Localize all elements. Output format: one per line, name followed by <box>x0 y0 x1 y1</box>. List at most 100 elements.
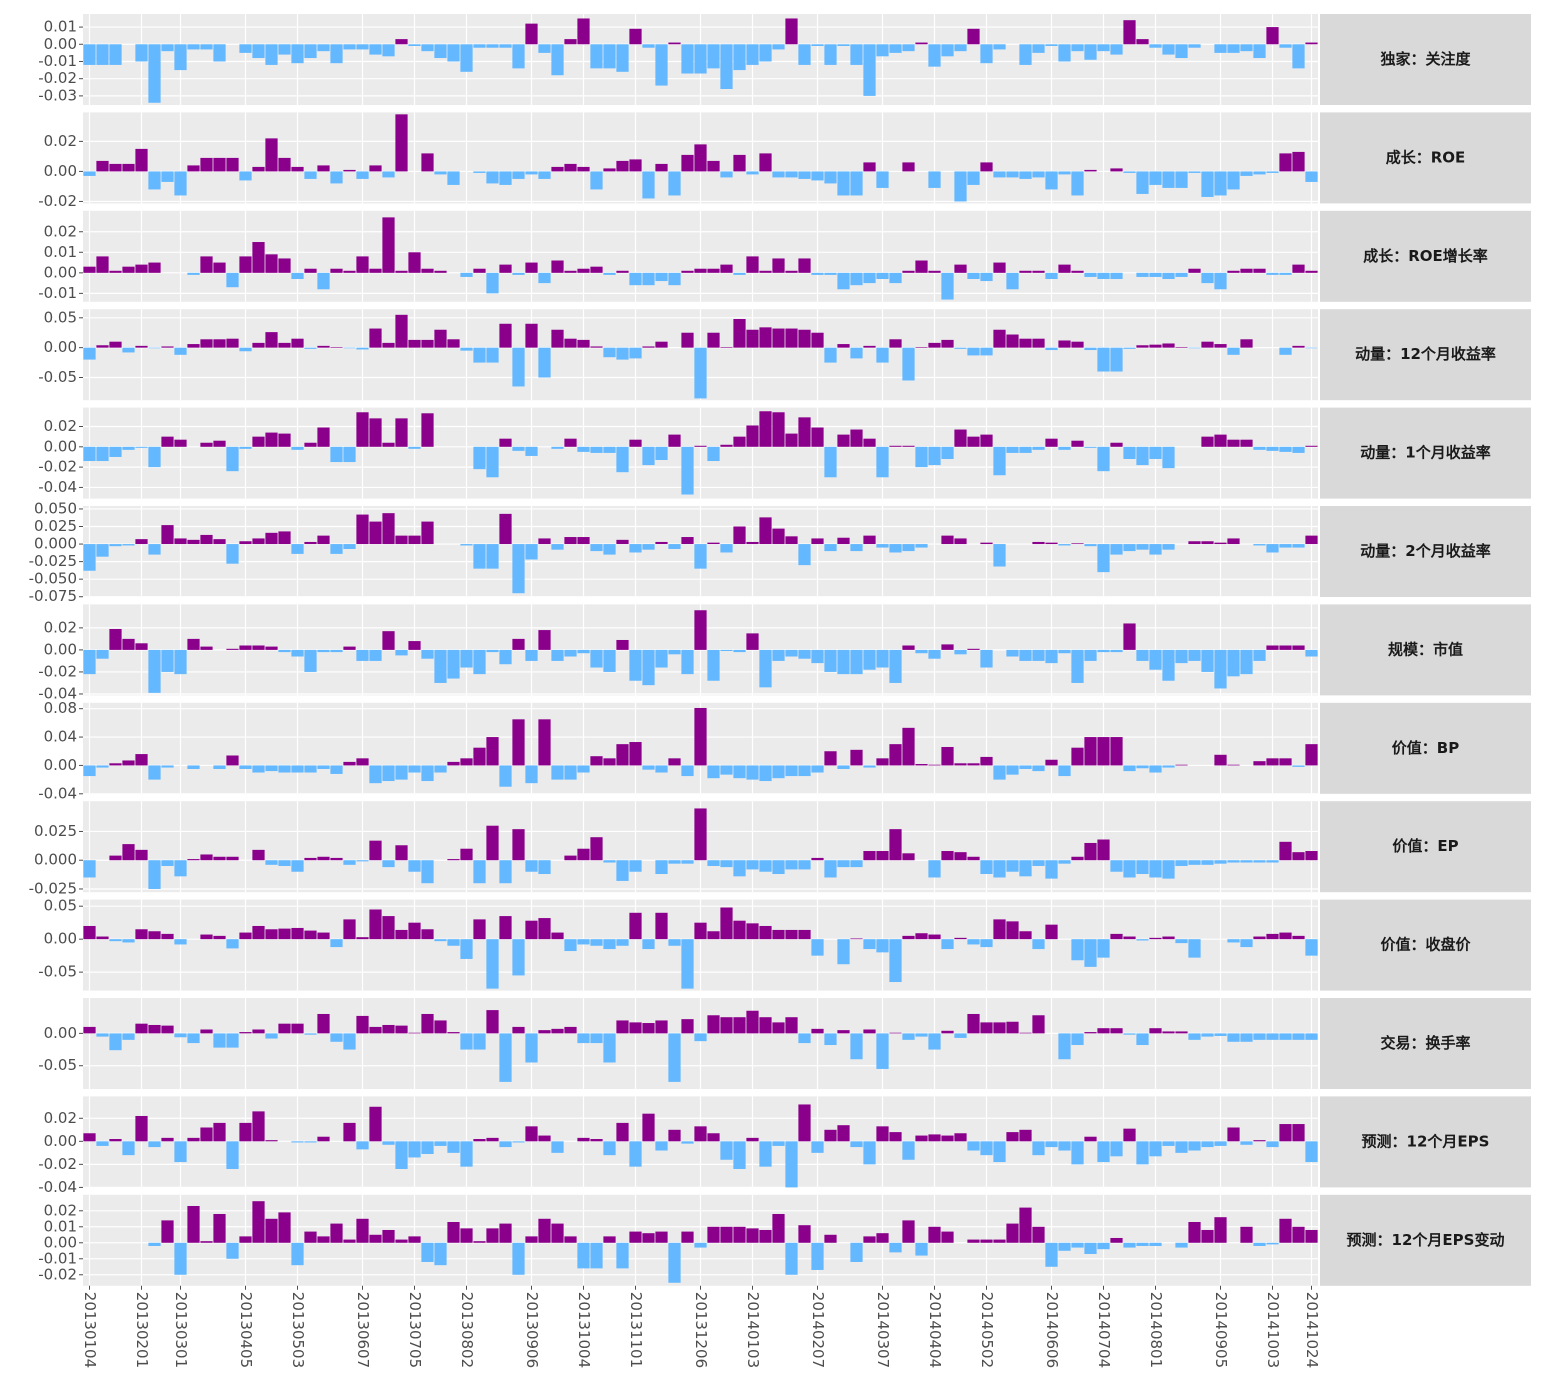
bar <box>1097 272 1110 279</box>
bar <box>1071 440 1084 447</box>
bar <box>928 171 941 188</box>
bar <box>499 323 512 348</box>
bar <box>512 272 525 275</box>
bar <box>759 1017 772 1034</box>
bar <box>1019 765 1032 769</box>
bar <box>265 332 278 348</box>
bar <box>1097 737 1110 766</box>
bar <box>1123 1033 1136 1035</box>
bar <box>668 544 681 549</box>
bar <box>421 765 434 782</box>
bar <box>408 1236 421 1243</box>
bar <box>941 1030 954 1034</box>
y-tick-label: -0.02 <box>38 192 77 210</box>
bar <box>577 446 590 452</box>
bar <box>252 1201 265 1243</box>
bar <box>850 171 863 196</box>
bar <box>876 347 889 363</box>
bar <box>226 446 239 472</box>
bar <box>460 44 473 72</box>
bar <box>811 765 824 773</box>
bar <box>382 171 395 178</box>
bar <box>746 1137 759 1142</box>
bar <box>629 1231 642 1243</box>
bar <box>1110 347 1123 372</box>
bar <box>993 329 1006 348</box>
bar <box>551 932 564 940</box>
bar <box>447 1032 460 1034</box>
bar <box>122 266 135 273</box>
bar <box>408 1032 421 1034</box>
bar <box>1305 649 1318 657</box>
bar <box>200 854 213 861</box>
bar <box>1292 1124 1305 1142</box>
bar <box>967 939 980 945</box>
y-tick-label: 0.000 <box>34 535 77 553</box>
bar <box>876 446 889 478</box>
bar <box>460 649 473 668</box>
bar <box>291 1242 304 1266</box>
y-tick-label: -0.05 <box>38 963 77 981</box>
bar <box>603 649 616 672</box>
bar <box>330 347 343 348</box>
x-tick-label: 20130607 <box>354 1292 372 1368</box>
bar <box>1253 860 1266 863</box>
bar <box>330 857 343 861</box>
bar <box>1032 44 1045 53</box>
strip-background <box>1320 1096 1531 1188</box>
bar <box>980 347 993 356</box>
bar <box>1006 334 1019 348</box>
bar <box>863 345 876 348</box>
strip-label: 交易：换手率 <box>1380 1034 1470 1052</box>
bar <box>746 1228 759 1243</box>
bar <box>135 754 148 766</box>
bar <box>96 544 109 557</box>
bar <box>655 163 668 172</box>
bar <box>252 538 265 545</box>
bar <box>811 939 824 956</box>
bar <box>369 268 382 273</box>
bar <box>239 44 252 53</box>
bar <box>382 217 395 273</box>
bar <box>616 860 629 881</box>
bar <box>1110 933 1123 940</box>
bar <box>1162 272 1175 279</box>
bar <box>538 918 551 940</box>
bar <box>382 1141 395 1145</box>
bar <box>1123 936 1136 940</box>
bar <box>148 765 161 780</box>
bar <box>1240 339 1253 348</box>
bar <box>993 44 1006 50</box>
bar <box>109 270 122 273</box>
bar <box>1058 264 1071 273</box>
strip-label: 预测：12个月EPS变动 <box>1347 1231 1505 1249</box>
bar <box>525 23 538 45</box>
bar <box>681 649 694 675</box>
bar <box>915 649 928 654</box>
bar <box>1084 1242 1097 1254</box>
bar <box>785 765 798 777</box>
bar <box>616 270 629 273</box>
bar <box>330 44 343 64</box>
bar <box>785 270 798 273</box>
bar <box>252 436 265 447</box>
bar <box>252 645 265 650</box>
bar <box>512 939 525 976</box>
y-tick-label: 0.00 <box>44 338 77 356</box>
bar <box>356 412 369 447</box>
bar <box>603 168 616 172</box>
bar <box>1136 345 1149 348</box>
bar <box>720 649 733 652</box>
bar <box>96 765 109 768</box>
bar <box>525 544 538 560</box>
bar <box>265 1140 278 1142</box>
bar <box>1019 649 1032 661</box>
strip-background <box>1320 899 1531 991</box>
bar <box>213 339 226 348</box>
bar <box>967 171 980 185</box>
bar <box>564 1236 577 1243</box>
bar <box>889 1242 902 1253</box>
bar <box>850 1141 863 1148</box>
bar <box>772 171 785 178</box>
